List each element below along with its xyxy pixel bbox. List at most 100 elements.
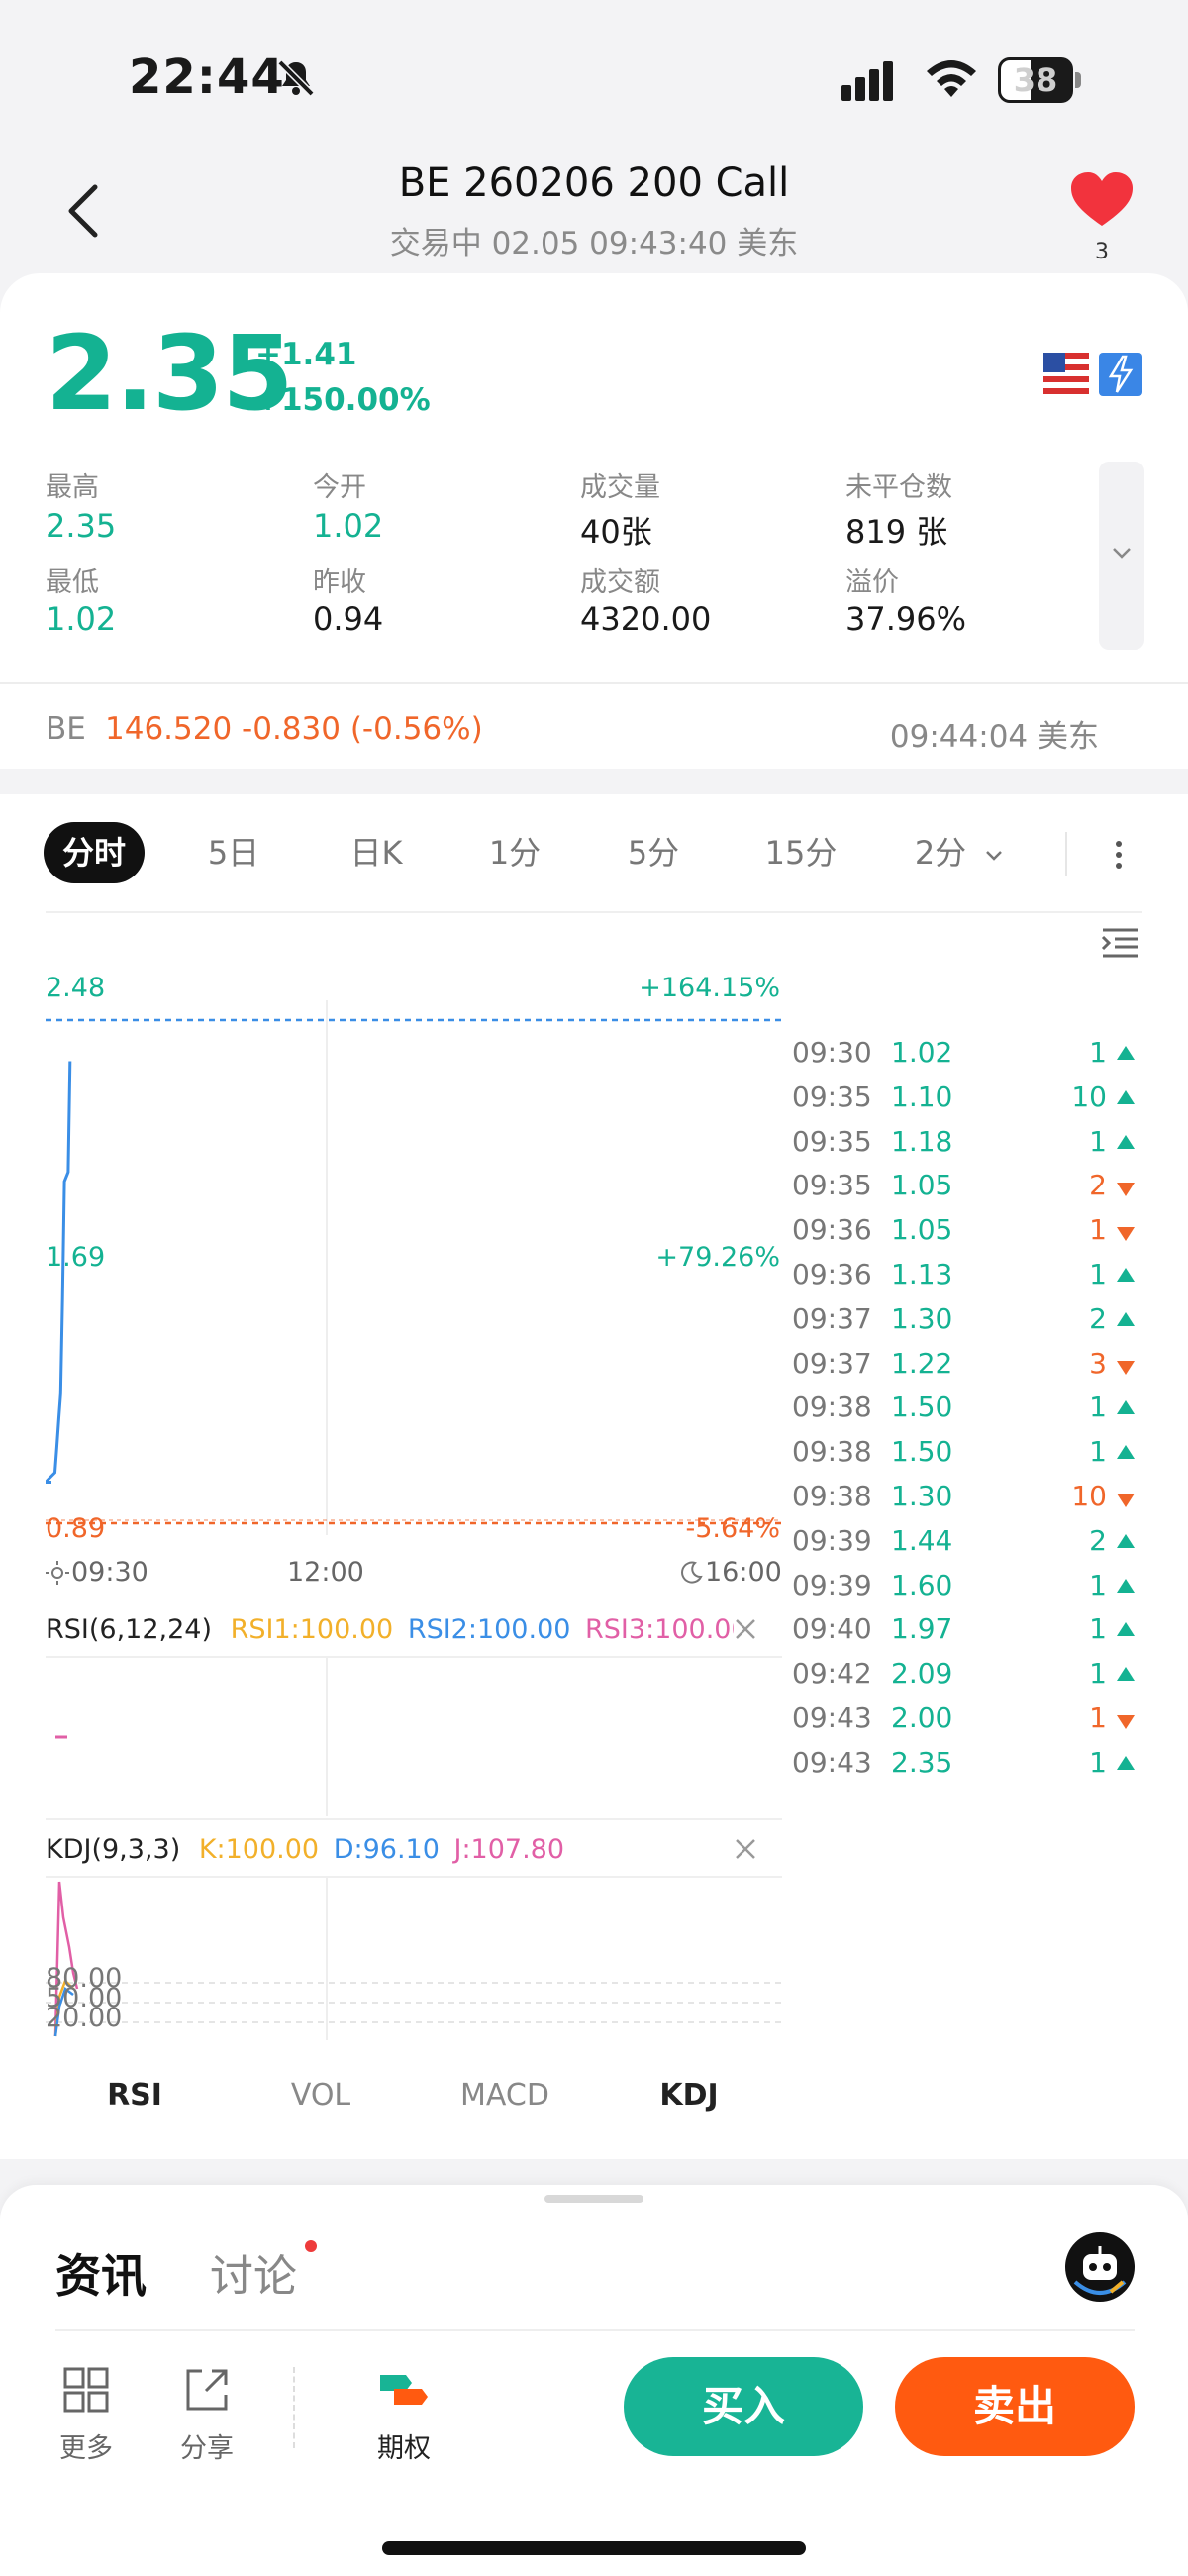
arrow-up-icon bbox=[1117, 1311, 1135, 1326]
more-vertical-icon[interactable] bbox=[1109, 840, 1129, 870]
trade-list-toggle-icon[interactable] bbox=[1101, 926, 1140, 960]
intraday-chart[interactable] bbox=[46, 1000, 782, 1535]
arrow-down-icon bbox=[1117, 1183, 1135, 1197]
trade-qty: 10 bbox=[1071, 1480, 1107, 1512]
trade-price: 1.30 bbox=[891, 1301, 953, 1335]
trade-time: 09:43 bbox=[792, 1701, 872, 1734]
trade-time: 09:38 bbox=[792, 1391, 872, 1424]
kdj-header: KDJ(9,3,3) K:100.00 D:96.10 J:107.80 bbox=[46, 1834, 564, 1865]
tab-5min[interactable]: 5分 bbox=[627, 834, 680, 872]
battery-indicator: 38 bbox=[998, 57, 1083, 103]
more-label[interactable]: 更多 bbox=[59, 2433, 113, 2464]
kdj-level-50: 50.00 bbox=[46, 1983, 123, 2013]
arrow-down-icon bbox=[1117, 1715, 1135, 1729]
arrow-down-icon bbox=[1117, 1227, 1135, 1242]
underlying-symbol[interactable]: BE bbox=[46, 711, 86, 747]
tab-discussion[interactable]: 讨论 bbox=[210, 2251, 297, 2302]
trade-price: 1.44 bbox=[891, 1523, 953, 1557]
options-icon[interactable] bbox=[376, 2365, 432, 2415]
trade-price: 1.18 bbox=[891, 1124, 953, 1158]
divider bbox=[293, 2367, 295, 2448]
trade-time: 09:37 bbox=[792, 1346, 872, 1380]
tab-news[interactable]: 资讯 bbox=[55, 2249, 147, 2303]
page-title: BE 260206 200 Call bbox=[398, 160, 790, 206]
kdj-chart bbox=[46, 1878, 782, 2040]
rsi2-value: RSI2:100.00 bbox=[407, 1614, 571, 1645]
indicator-tab-macd[interactable]: MACD bbox=[460, 2078, 549, 2112]
underlying-time: 09:44:04 美东 bbox=[889, 719, 1099, 755]
divider bbox=[55, 2329, 1135, 2331]
indicator-tab-kdj[interactable]: KDJ bbox=[659, 2078, 719, 2112]
kdj-level-80: 80.00 bbox=[46, 1963, 123, 1994]
underlying-price-change[interactable]: 146.520 -0.830 (-0.56%) bbox=[105, 711, 483, 747]
tab-intraday[interactable]: 分时 bbox=[44, 822, 145, 883]
share-label[interactable]: 分享 bbox=[180, 2433, 234, 2464]
indicator-tab-rsi[interactable]: RSI bbox=[107, 2078, 162, 2112]
stat-high-label: 最高 bbox=[46, 472, 99, 503]
quote-card bbox=[0, 273, 1188, 769]
kdj-k-value: K:100.00 bbox=[198, 1834, 320, 1865]
arrow-up-icon bbox=[1117, 1533, 1135, 1548]
favorite-heart-icon[interactable] bbox=[1069, 170, 1135, 230]
home-indicator[interactable] bbox=[382, 2541, 806, 2555]
trade-time: 09:42 bbox=[792, 1657, 872, 1691]
trade-row: 09:35 1.10 10 bbox=[792, 1081, 1148, 1124]
chart-card bbox=[0, 794, 1188, 2159]
stat-premium-label: 溢价 bbox=[845, 567, 899, 598]
trade-time: 09:38 bbox=[792, 1435, 872, 1469]
rsi3-value: RSI3:100.00 bbox=[585, 1614, 735, 1645]
grid-more-icon[interactable] bbox=[61, 2365, 111, 2415]
stat-prev-close-value: 0.94 bbox=[313, 600, 384, 638]
sell-button[interactable]: 卖出 bbox=[895, 2357, 1135, 2456]
ai-assistant-icon[interactable] bbox=[1065, 2232, 1135, 2302]
close-kdj-icon[interactable] bbox=[733, 1836, 758, 1862]
trade-row: 09:36 1.05 1 bbox=[792, 1213, 1148, 1257]
trade-time: 09:37 bbox=[792, 1301, 872, 1335]
tab-5day[interactable]: 5日 bbox=[207, 834, 260, 872]
trade-qty: 2 bbox=[1089, 1169, 1107, 1202]
sun-icon bbox=[46, 1561, 69, 1585]
buy-button[interactable]: 买入 bbox=[624, 2357, 863, 2456]
tab-daily-k[interactable]: 日K bbox=[349, 834, 403, 872]
x-label-mid: 12:00 bbox=[287, 1557, 364, 1588]
favorite-count: 3 bbox=[1095, 240, 1109, 264]
tab-2min[interactable]: 2分 bbox=[914, 834, 967, 872]
moon-icon bbox=[681, 1561, 703, 1584]
stat-prev-close-label: 昨收 bbox=[313, 567, 366, 598]
bell-muted-icon bbox=[277, 59, 315, 97]
arrow-down-icon bbox=[1117, 1494, 1135, 1507]
trading-status: 交易中 02.05 09:43:40 美东 bbox=[389, 226, 799, 261]
stat-premium-value: 37.96% bbox=[845, 600, 967, 638]
tab-15min[interactable]: 15分 bbox=[764, 834, 838, 872]
sheet-drag-handle[interactable] bbox=[544, 2195, 644, 2203]
trade-price: 1.50 bbox=[891, 1391, 953, 1424]
close-rsi-icon[interactable] bbox=[733, 1616, 758, 1642]
back-chevron-icon[interactable] bbox=[61, 181, 107, 241]
trade-price: 2.35 bbox=[891, 1745, 953, 1779]
trade-time: 09:39 bbox=[792, 1523, 872, 1557]
trade-qty: 1 bbox=[1089, 1701, 1107, 1734]
trade-price: 1.05 bbox=[891, 1169, 953, 1202]
arrow-up-icon bbox=[1117, 1268, 1135, 1282]
trade-qty: 1 bbox=[1089, 1036, 1107, 1069]
indicator-tab-vol[interactable]: VOL bbox=[290, 2078, 351, 2112]
arrow-up-icon bbox=[1117, 1445, 1135, 1460]
options-label[interactable]: 期权 bbox=[377, 2433, 431, 2464]
tab-1min[interactable]: 1分 bbox=[488, 834, 542, 872]
trade-row: 09:40 1.97 1 bbox=[792, 1612, 1148, 1656]
trade-row: 09:39 1.60 1 bbox=[792, 1569, 1148, 1612]
trade-qty: 1 bbox=[1089, 1124, 1107, 1158]
trade-time: 09:39 bbox=[792, 1568, 872, 1601]
trade-price: 1.30 bbox=[891, 1480, 953, 1512]
kdj-d-line bbox=[53, 1986, 74, 2037]
expand-stats-button[interactable] bbox=[1099, 462, 1144, 650]
trade-row: 09:37 1.22 3 bbox=[792, 1347, 1148, 1391]
trade-qty: 1 bbox=[1089, 1657, 1107, 1691]
arrow-up-icon bbox=[1117, 1755, 1135, 1770]
chevron-down-icon[interactable] bbox=[982, 848, 1006, 864]
divider bbox=[1065, 832, 1067, 876]
trade-price: 2.09 bbox=[891, 1657, 953, 1691]
share-icon[interactable] bbox=[182, 2365, 232, 2415]
trade-qty: 3 bbox=[1089, 1346, 1107, 1380]
trade-price: 1.60 bbox=[891, 1568, 953, 1601]
